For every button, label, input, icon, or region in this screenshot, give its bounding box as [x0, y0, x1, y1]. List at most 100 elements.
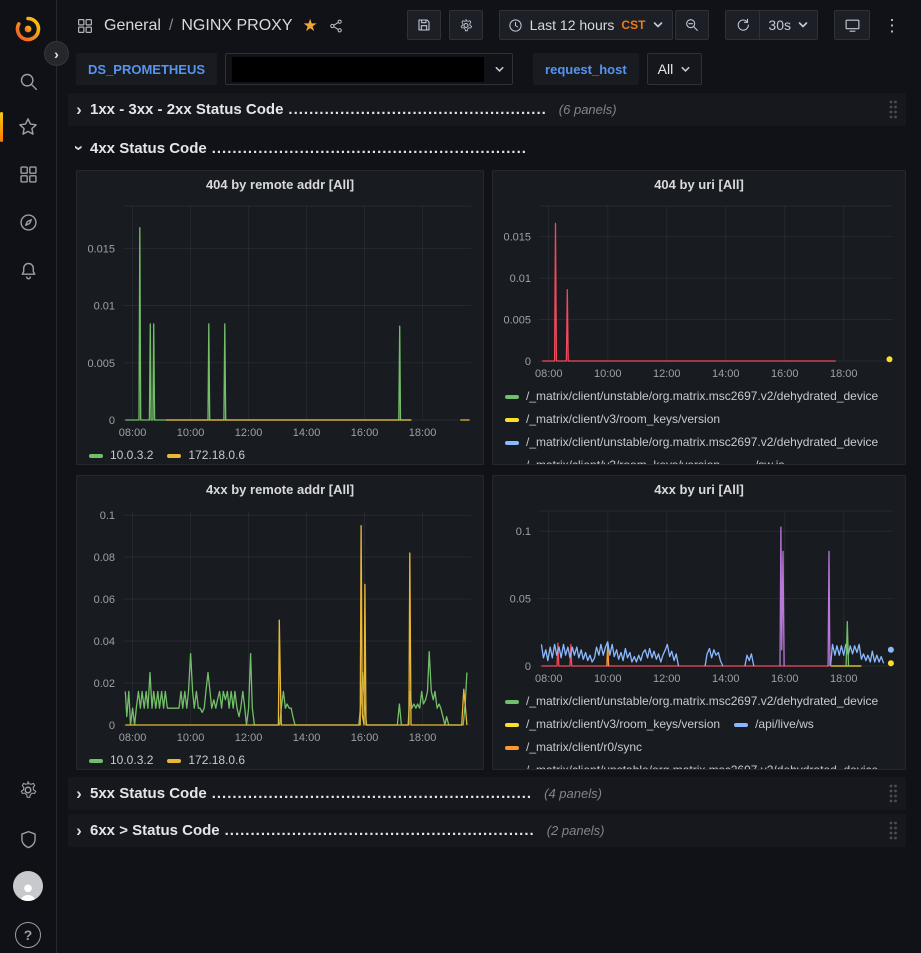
x-axis-tick-label: 18:00	[830, 673, 858, 685]
y-axis-tick-label: 0.04	[94, 636, 115, 648]
chevron-right-icon: ›	[76, 99, 82, 119]
chevron-down-icon	[652, 19, 664, 31]
panel-title[interactable]: 4xx by remote addr [All]	[205, 482, 355, 497]
expand-sidebar-chevron-icon[interactable]: ›	[44, 41, 69, 66]
series-point	[887, 646, 894, 653]
legend-item[interactable]: /_matrix/client/r0/sync	[505, 736, 642, 759]
x-axis-tick-label: 12:00	[653, 673, 681, 685]
legend-item[interactable]: /_matrix/client/unstable/org.matrix.msc2…	[505, 759, 878, 769]
legend-label: /sw.js	[755, 454, 784, 464]
dashboard-row-4xx[interactable]: › 4xx Status Code ......................…	[68, 134, 906, 162]
x-axis-tick-label: 16:00	[351, 427, 379, 439]
dashboards-icon[interactable]	[0, 157, 56, 191]
time-range-picker[interactable]: Last 12 hours CST	[498, 10, 674, 40]
server-admin-shield-icon[interactable]	[0, 822, 56, 856]
configuration-gear-icon[interactable]	[0, 773, 56, 807]
panel-title[interactable]: 4xx by uri [All]	[654, 482, 744, 497]
y-axis-tick-label: 0.06	[94, 594, 115, 606]
refresh-interval-value: 30s	[768, 17, 791, 33]
drag-handle-icon[interactable]	[888, 783, 898, 803]
y-axis-tick-label: 0.1	[516, 526, 531, 538]
series-point	[887, 660, 894, 667]
legend-label: 172.18.0.6	[188, 448, 246, 462]
panel-title[interactable]: 404 by remote addr [All]	[205, 177, 355, 192]
y-axis-tick-label: 0	[109, 415, 115, 427]
grafana-logo-icon[interactable]	[0, 12, 56, 46]
row-title: 4xx Status Code	[90, 139, 207, 157]
refresh-button[interactable]	[725, 10, 760, 40]
chart-legend: 10.0.3.2 172.18.0.6	[77, 747, 483, 769]
alerting-bell-icon[interactable]	[0, 253, 56, 287]
chevron-down-icon: ›	[70, 145, 89, 151]
chart-canvas[interactable]: 08:00 10:00 12:00 14:00 16:00 18:00 0 0.005 0.01…	[493, 198, 903, 383]
time-range-label: Last 12 hours	[529, 17, 615, 33]
variable-value-request-host[interactable]: All	[646, 53, 703, 85]
legend-label: 10.0.3.2	[110, 448, 154, 462]
series-point	[886, 356, 893, 363]
dashboard-row-1xx-3xx-2xx[interactable]: › 1xx - 3xx - 2xx Status Code ..........…	[68, 93, 906, 126]
drag-handle-icon[interactable]	[888, 820, 898, 840]
cycle-view-mode-button[interactable]	[834, 10, 870, 40]
kebab-menu-icon[interactable]: ⋮	[883, 15, 901, 35]
legend-item[interactable]: 10.0.3.2	[89, 749, 153, 769]
legend-item[interactable]: /_matrix/client/unstable/org.matrix.msc2…	[505, 690, 878, 713]
dashboard-row-6xx[interactable]: › 6xx > Status Code ....................…	[68, 814, 906, 847]
favorite-star-icon[interactable]: ★	[302, 16, 318, 35]
x-axis-tick-label: 12:00	[235, 732, 263, 744]
chart-canvas[interactable]: 08:00 10:00 12:00 14:00 16:00 18:00 0 0.005 0.01…	[77, 198, 481, 442]
x-axis-tick-label: 08:00	[535, 673, 563, 685]
save-dashboard-button[interactable]	[406, 10, 441, 40]
panel-title[interactable]: 404 by uri [All]	[654, 177, 744, 192]
x-axis-tick-label: 10:00	[594, 368, 622, 380]
profile-avatar[interactable]	[0, 869, 56, 903]
legend-swatch	[89, 758, 103, 763]
legend-item[interactable]: /sw.js	[734, 454, 784, 464]
panel-4xx-by-remote-addr: 4xx by remote addr [All] 08:00 10:00 12:00…	[76, 475, 484, 770]
y-axis-tick-label: 0	[525, 661, 531, 673]
variable-value-ds-prometheus[interactable]	[225, 53, 514, 85]
legend-item[interactable]: 172.18.0.6	[167, 444, 245, 464]
zoom-out-time-button[interactable]	[675, 10, 710, 40]
chart-canvas[interactable]: 08:00 10:00 12:00 14:00 16:00 18:00 0 0.05 0.1	[493, 503, 903, 688]
series-line	[125, 227, 412, 421]
legend-item[interactable]: /_matrix/client/v3/room_keys/version	[505, 713, 720, 736]
legend-label: /_matrix/client/r0/sync	[526, 740, 643, 754]
legend-item[interactable]: /_matrix/client/v3/room_keys/version	[505, 454, 720, 464]
breadcrumb-section[interactable]: General	[104, 17, 161, 34]
series-line	[540, 641, 885, 667]
legend-swatch	[505, 699, 519, 704]
series-line	[124, 650, 468, 726]
legend-item[interactable]: 172.18.0.6	[167, 749, 245, 769]
legend-label: /_matrix/client/unstable/org.matrix.msc2…	[526, 759, 878, 769]
series-line	[542, 222, 836, 362]
legend-item[interactable]: /_matrix/client/v3/room_keys/version	[505, 408, 720, 431]
help-icon[interactable]: ?	[0, 918, 56, 952]
y-axis-tick-label: 0.015	[87, 243, 115, 255]
row-leader-dots: ........................................…	[288, 101, 547, 118]
legend-swatch	[505, 722, 519, 727]
explore-compass-icon[interactable]	[0, 205, 56, 239]
dashboard-row-5xx[interactable]: › 5xx Status Code ......................…	[68, 777, 906, 810]
starred-dashboards-icon[interactable]	[0, 110, 56, 144]
x-axis-tick-label: 16:00	[771, 368, 799, 380]
share-icon[interactable]	[328, 18, 344, 34]
x-axis-tick-label: 14:00	[293, 427, 321, 439]
sidebar: ?	[0, 0, 57, 953]
legend-item[interactable]: /_matrix/client/unstable/org.matrix.msc2…	[505, 385, 878, 408]
dashboard-settings-button[interactable]	[448, 10, 483, 40]
legend-item[interactable]: 10.0.3.2	[89, 444, 153, 464]
panel-404-by-remote-addr: 404 by remote addr [All] 08:00 10:00 12:00…	[76, 170, 484, 465]
dashboards-grid-icon	[76, 17, 94, 35]
row-title: 6xx > Status Code	[90, 822, 220, 839]
legend-item[interactable]: /api/live/ws	[734, 713, 814, 736]
chevron-down-icon	[797, 19, 809, 31]
x-axis-tick-label: 14:00	[712, 368, 740, 380]
refresh-interval-picker[interactable]: 30s	[759, 10, 818, 40]
chart-canvas[interactable]: 08:00 10:00 12:00 14:00 16:00 18:00 0 0.02 0.04 0…	[77, 503, 481, 747]
breadcrumb-separator: /	[168, 17, 174, 34]
legend-item[interactable]: /_matrix/client/unstable/org.matrix.msc2…	[505, 431, 878, 454]
drag-handle-icon[interactable]	[888, 99, 898, 119]
x-axis-tick-label: 18:00	[409, 427, 437, 439]
search-icon[interactable]	[0, 64, 56, 98]
